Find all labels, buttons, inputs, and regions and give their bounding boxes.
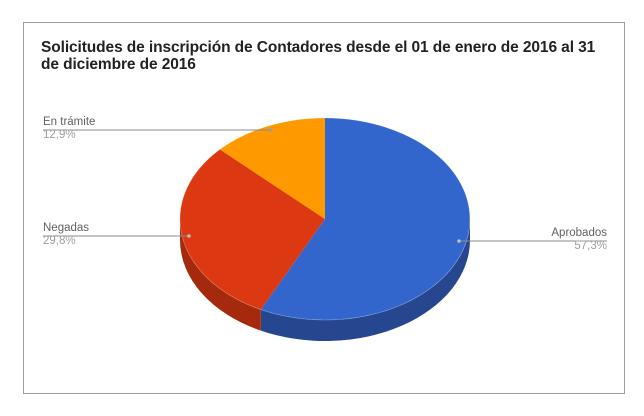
leader-line-negadas (43, 234, 191, 238)
slice-en-tramite[interactable] (219, 117, 325, 219)
slice-side-negadas (179, 219, 261, 331)
chart-title-line-1: Solicitudes de inscripción de Contadores… (41, 39, 596, 56)
label-negadas-percent: 29,8% (43, 235, 76, 247)
label-en-tramite-percent: 12,9% (43, 129, 76, 141)
label-aprobados-name: Aprobados (551, 227, 607, 239)
label-negadas-name: Negadas (43, 222, 90, 234)
leader-line-aprobados (457, 239, 607, 243)
chart-title-line-2: de diciembre de 2016 (41, 56, 196, 73)
label-en-tramite: En trámite 12,9% (43, 116, 95, 142)
chart-title: Solicitudes de inscripción de Contadores… (41, 39, 601, 73)
label-negadas: Negadas 29,8% (43, 222, 89, 248)
slice-aprobados[interactable] (260, 118, 470, 320)
label-aprobados-percent: 57,3% (574, 240, 607, 252)
label-aprobados: Aprobados 57,3% (551, 227, 607, 253)
leader-line-en-tramite (43, 128, 273, 132)
slice-negadas[interactable] (179, 149, 325, 310)
label-en-tramite-name: En trámite (43, 116, 96, 128)
slice-side-aprobados (260, 219, 470, 342)
